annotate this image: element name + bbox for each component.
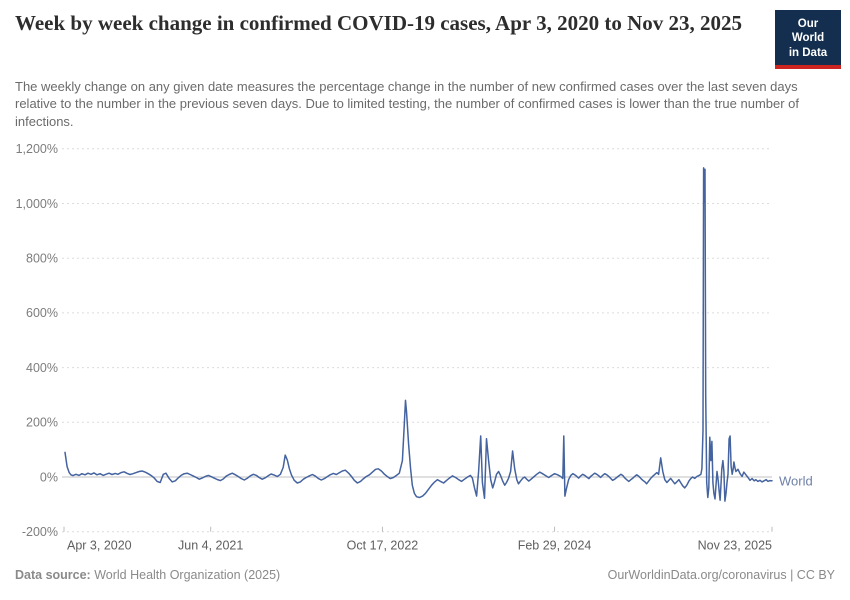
x-axis-date-label: Oct 17, 2022 — [347, 539, 419, 553]
data-source-text: World Health Organization (2025) — [90, 568, 281, 582]
data-source-label: Data source: — [15, 568, 91, 582]
gridlines — [62, 148, 772, 533]
chart-series: World — [64, 167, 813, 502]
line-chart[interactable]: -200% 0% 200% 400% 600% 800% 1,000% 1,200% Apr 3… — [0, 140, 850, 566]
x-axis-date-label: Apr 3, 2020 — [67, 539, 132, 553]
axis-labels: -200% 0% 200% 400% 600% 800% 1,000% 1,200% Apr 3… — [16, 142, 773, 553]
page-title: Week by week change in confirmed COVID-1… — [15, 11, 743, 35]
x-axis-date-label: Nov 23, 2025 — [698, 539, 772, 553]
license-note[interactable]: OurWorldinData.org/coronavirus | CC BY — [607, 568, 835, 582]
data-source-note: Data source: World Health Organization (… — [15, 568, 280, 582]
owid-logo-line2: in Data — [788, 46, 828, 59]
y-axis-tick-label: 400% — [26, 361, 58, 375]
x-axis-date-label: Jun 4, 2021 — [178, 539, 243, 553]
y-axis-tick-label: 1,200% — [16, 142, 58, 156]
y-axis-tick-label: 800% — [26, 252, 58, 266]
y-axis-tick-label: 200% — [26, 416, 58, 430]
owid-logo-line1: Our World — [791, 18, 825, 45]
entity-label[interactable]: World — [779, 473, 813, 488]
y-axis-tick-label: 0% — [40, 470, 58, 484]
x-axis-date-label: Feb 29, 2024 — [518, 539, 592, 553]
y-axis-tick-label: 600% — [26, 306, 58, 320]
chart-subtitle: The weekly change on any given date meas… — [15, 79, 800, 129]
y-axis-tick-label: 1,000% — [16, 197, 58, 211]
series-line-world[interactable] — [64, 167, 773, 502]
y-axis-tick-label: -200% — [22, 525, 58, 539]
owid-logo[interactable]: Our World in Data — [775, 10, 841, 70]
chart-footer: Data source: World Health Organization (… — [15, 568, 835, 582]
